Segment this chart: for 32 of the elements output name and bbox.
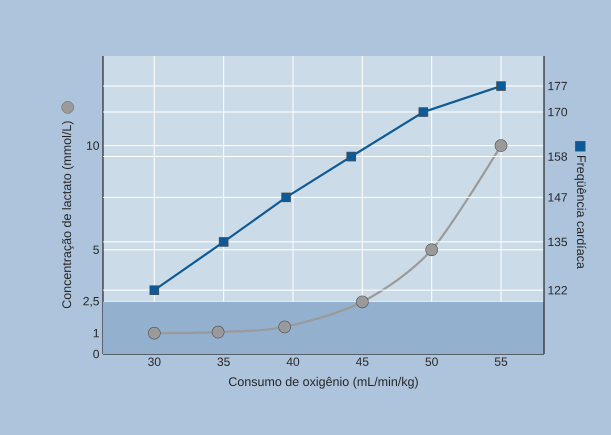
point: [494, 139, 508, 152]
y2-tick-label: 170: [548, 108, 568, 116]
y2-tick-label: 147: [548, 193, 567, 202]
point: [281, 192, 291, 202]
y-tick-label: 2,5: [83, 296, 99, 307]
x-tick-label: 40: [286, 358, 300, 366]
point: [278, 320, 291, 334]
point: [218, 237, 228, 247]
y2-tick-label: 122: [548, 286, 567, 294]
y-tick-label: 5: [93, 246, 99, 254]
point: [212, 326, 224, 338]
x-tick-label: 55: [494, 358, 508, 366]
y2-tick-label: 135: [548, 238, 568, 246]
x-tick-label: 35: [217, 358, 230, 366]
y2-tick-label: 177: [548, 82, 567, 90]
x-tick-label: 45: [356, 358, 368, 366]
point: [150, 285, 160, 295]
y-tick-label: 1: [94, 329, 99, 338]
y2-axis-title: Freqüência cardíaca: [574, 156, 586, 269]
point: [356, 296, 369, 308]
y-tick-label: 10: [87, 141, 100, 150]
point: [425, 243, 438, 256]
point: [418, 107, 428, 117]
point: [496, 81, 506, 91]
point: [346, 152, 356, 162]
y-tick-label: 0: [93, 350, 100, 358]
y-axis-title: Concentração de lactato (mmol/L): [62, 121, 74, 308]
x-axis-title: Consumo de oxigênio (mL/min/kg): [228, 376, 418, 389]
x-tick-label: 50: [425, 358, 438, 366]
point: [148, 326, 161, 340]
y2-tick-label: 158: [548, 152, 568, 161]
x-tick-label: 30: [148, 358, 161, 366]
